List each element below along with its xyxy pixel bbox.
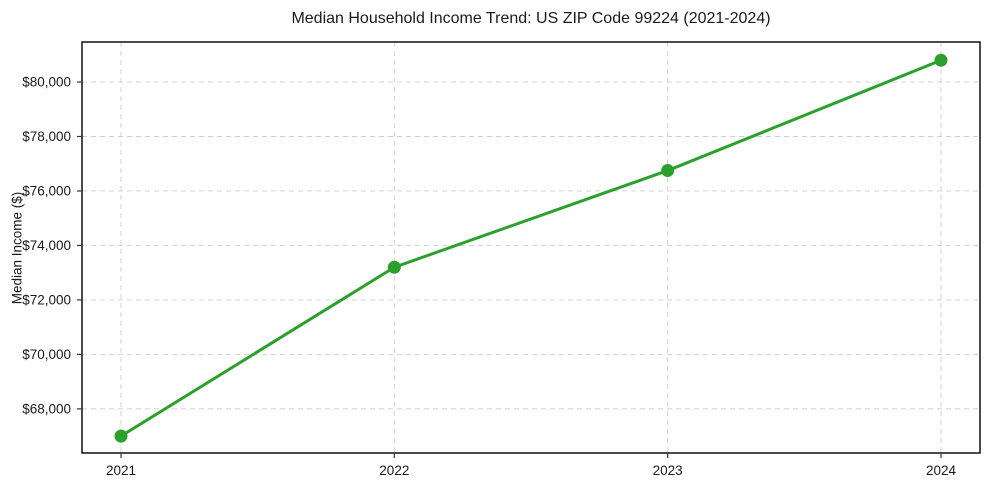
data-point-2024: [934, 53, 948, 67]
y-tick-label: $80,000: [22, 75, 71, 90]
x-tick-label: 2022: [379, 463, 409, 478]
x-tick-label: 2023: [653, 463, 683, 478]
x-tick-label: 2024: [926, 463, 957, 478]
y-tick-label: $78,000: [22, 129, 71, 144]
plot-border: [81, 41, 981, 454]
data-point-2023: [661, 164, 675, 178]
y-tick-label: $70,000: [22, 347, 71, 362]
chart-title: Median Household Income Trend: US ZIP Co…: [291, 10, 771, 27]
y-tick-label: $74,000: [22, 238, 71, 253]
y-tick-label: $68,000: [22, 401, 71, 416]
trend-line: [119, 58, 943, 438]
y-tick-label: $72,000: [22, 292, 71, 307]
x-tick-label: 2021: [106, 463, 136, 478]
y-tick-label: $76,000: [22, 183, 71, 198]
data-point-2022: [387, 260, 401, 274]
data-point-2021: [114, 429, 128, 443]
